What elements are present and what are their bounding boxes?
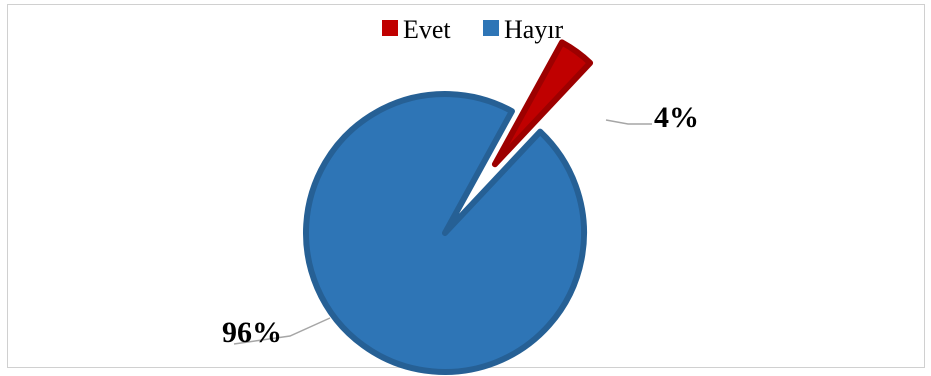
leader-line-evet [605,119,652,125]
legend-label-evet: Evet [403,15,451,44]
pie-slices [303,39,594,375]
legend-label-hayir: Hayır [504,15,564,44]
leader-lines [233,119,652,345]
legend: Evet Hayır [382,15,564,44]
data-label-evet: 4% [654,101,699,134]
data-label-hayir: 96% [222,316,282,349]
legend-swatch-evet [382,20,398,36]
pie-slice-evet [491,39,594,168]
leader-line-hayir [233,317,331,345]
legend-swatch-hayir [483,20,499,36]
pie-slice-hayir [303,91,587,375]
